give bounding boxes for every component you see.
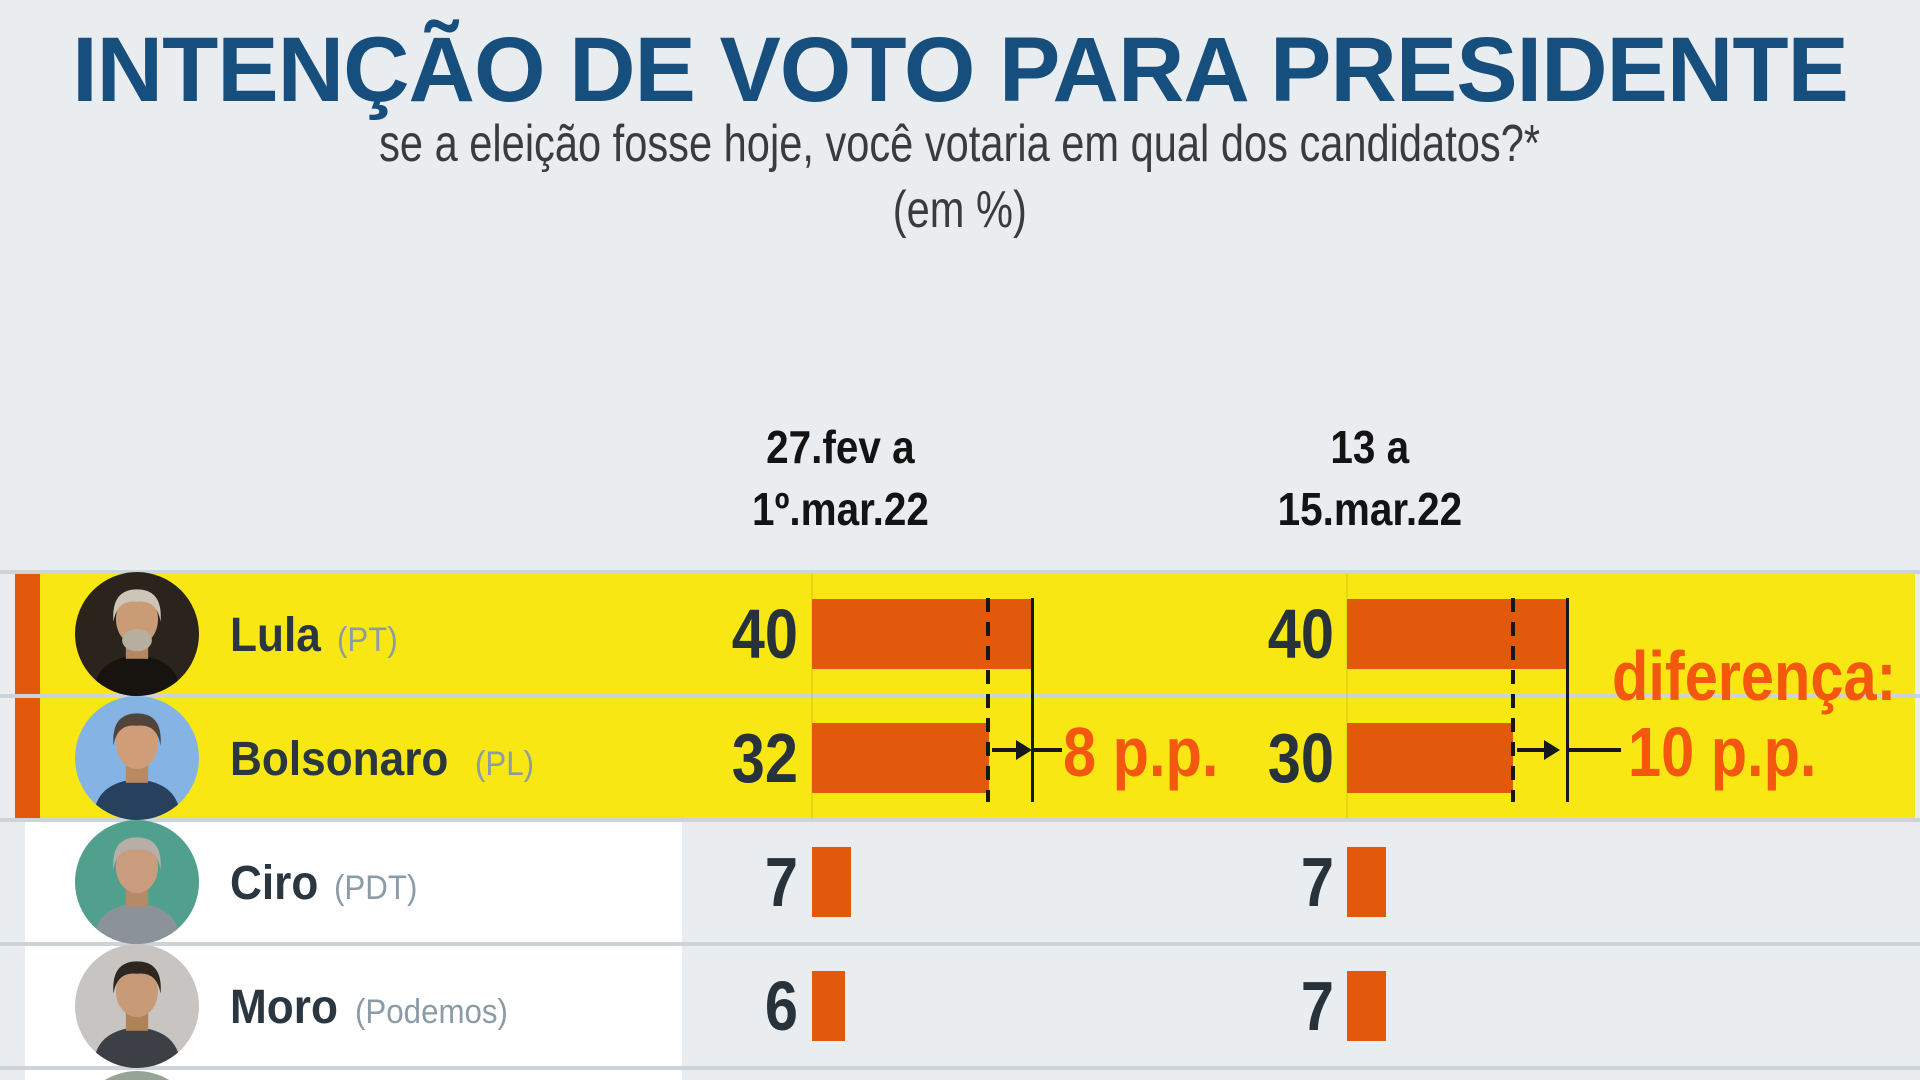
candidate-party: (PDT): [334, 869, 418, 907]
poll1-arrowhead-icon: [1016, 740, 1032, 760]
candidate-label: Ciro (PDT): [230, 822, 425, 942]
candidate-photo-bolsonaro: [75, 696, 199, 820]
poll1-value: 40: [731, 595, 798, 673]
poll1-value: 7: [764, 843, 798, 921]
poll1-bar: [812, 847, 851, 917]
candidate-party: (Podemos): [355, 993, 509, 1031]
poll1-bar: [812, 599, 1033, 669]
poll2-baseline-guide: [1346, 574, 1348, 818]
poll1-value: 32: [731, 719, 798, 797]
row-accent-bar: [15, 574, 40, 694]
candidate-row-lula: Lula (PT) 40 40: [0, 572, 1920, 696]
poll2-value: 30: [1267, 719, 1334, 797]
avatar-illustration: [75, 1071, 199, 1080]
row-separator: [0, 1066, 1920, 1070]
candidate-photo-ciro: [75, 820, 199, 944]
candidate-photo-lula: [75, 572, 199, 696]
poll2-header-line2: 15.mar.22: [1277, 483, 1463, 535]
avatar-illustration: [75, 696, 199, 820]
candidate-label: Lula (PT): [230, 574, 403, 694]
candidate-row-moro: Moro (Podemos) 6 7: [0, 944, 1920, 1068]
poll2-tick-line: [1569, 748, 1621, 752]
partial-candidate-photo: [75, 1071, 199, 1080]
partial-row-background: [25, 1070, 682, 1080]
subtitle-text: se a eleição fosse hoje, você votaria em…: [379, 115, 1541, 173]
candidate-party: (PT): [336, 621, 398, 659]
poll1-value: 6: [764, 967, 798, 1045]
candidate-label: Moro (Podemos): [230, 946, 522, 1066]
candidate-label: Bolsonaro (PL): [230, 698, 540, 818]
page-title: INTENÇÃO DE VOTO PARA PRESIDENTE: [72, 19, 1849, 121]
avatar-illustration: [75, 572, 199, 696]
poll2-bar: [1347, 599, 1568, 669]
poll1-solid-marker-line: [1031, 598, 1034, 802]
candidate-photo-moro: [75, 944, 199, 1068]
row-separator: [0, 694, 1920, 698]
candidate-name: Moro: [230, 981, 338, 1034]
candidate-row-bolsonaro: Bolsonaro (PL) 32 30: [0, 696, 1920, 820]
difference-label: diferença:: [1612, 637, 1897, 715]
poll2-column-header: 13 a 15.mar.22: [1160, 416, 1580, 540]
poll2-value: 40: [1267, 595, 1334, 673]
avatar-illustration: [75, 944, 199, 1068]
candidate-row-ciro: Ciro (PDT) 7 7: [0, 820, 1920, 944]
unit-note-text: (em %): [892, 181, 1028, 239]
poll1-bar: [812, 723, 989, 793]
unit-note: (em %): [0, 180, 1920, 240]
poll1-column-header: 27.fev a 1º.mar.22: [630, 416, 1050, 540]
candidate-name: Bolsonaro: [230, 733, 449, 786]
poll1-header-line2: 1º.mar.22: [751, 483, 929, 535]
poll2-value: 7: [1300, 843, 1334, 921]
row-accent-bar: [15, 698, 40, 818]
poll1-dashed-marker-line: [986, 598, 990, 802]
poll2-arrow-line: [1517, 748, 1546, 752]
candidate-name: Lula: [230, 609, 321, 662]
poll2-header-line1: 13 a: [1330, 421, 1410, 473]
poll2-bar: [1347, 847, 1386, 917]
poll2-solid-marker-line: [1566, 598, 1569, 802]
poll1-header-line1: 27.fev a: [765, 421, 915, 473]
poll2-value: 7: [1300, 967, 1334, 1045]
poll2-bar: [1347, 971, 1386, 1041]
poll2-difference-value: 10 p.p.: [1628, 713, 1817, 791]
subtitle: se a eleição fosse hoje, você votaria em…: [0, 114, 1920, 174]
row-separator: [0, 818, 1920, 822]
poll2-arrowhead-icon: [1544, 740, 1560, 760]
poll1-baseline-guide: [811, 574, 813, 818]
candidate-party: (PL): [475, 745, 535, 783]
row-separator: [0, 942, 1920, 946]
poll1-difference-value: 8 p.p.: [1063, 713, 1219, 791]
poll2-dashed-marker-line: [1511, 598, 1515, 802]
candidate-name: Ciro: [230, 857, 319, 910]
poll1-tick-line: [1034, 748, 1062, 752]
avatar-illustration: [75, 820, 199, 944]
poll1-bar: [812, 971, 845, 1041]
poll1-arrow-line: [992, 748, 1018, 752]
poll2-bar: [1347, 723, 1513, 793]
row-separator: [0, 570, 1920, 574]
